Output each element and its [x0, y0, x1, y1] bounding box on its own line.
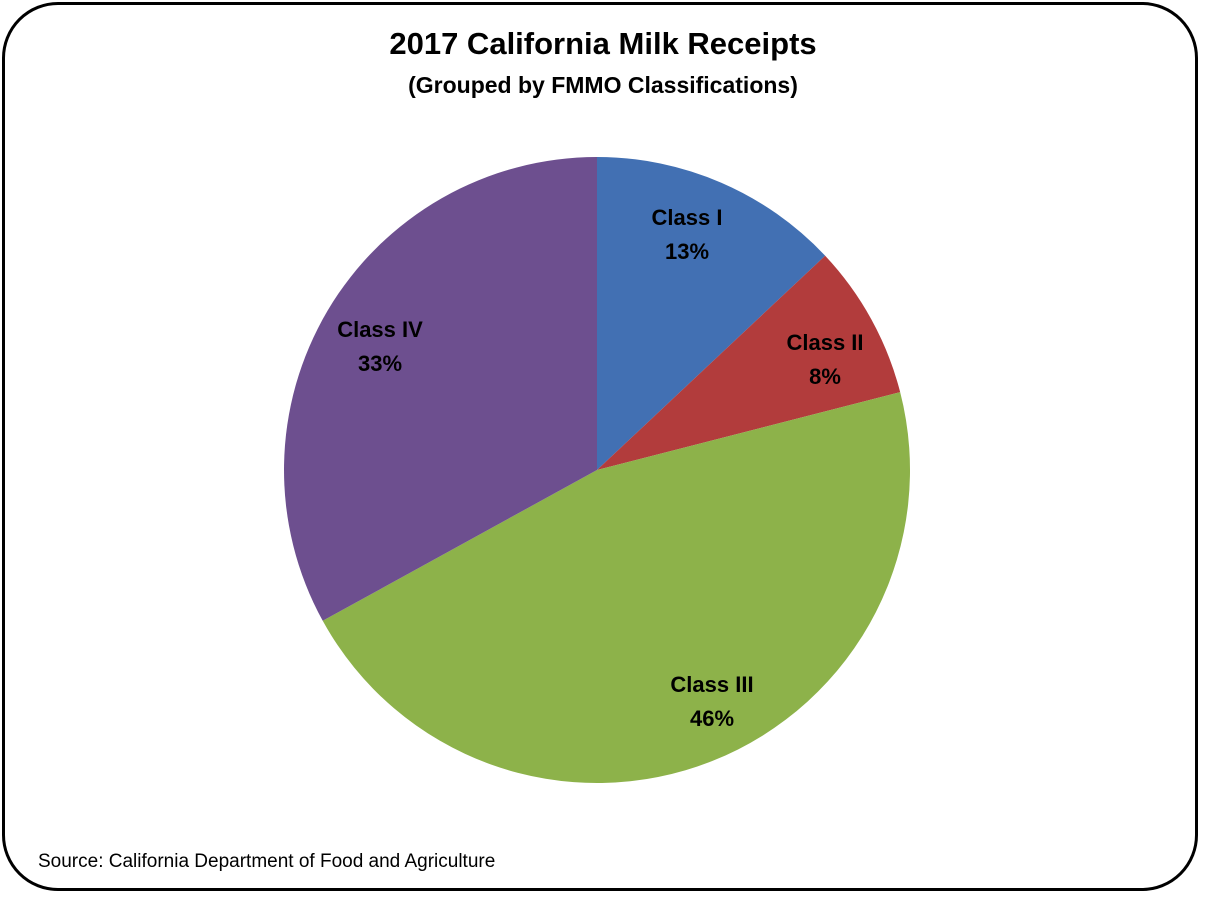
slice-label-class-iv: Class IV	[337, 317, 423, 342]
slice-label-class-iii: Class III	[670, 672, 753, 697]
pie-slice-class-iii	[322, 392, 911, 784]
pie-labels: Class I 13% Class II 8% Class III 46% Class IV…	[337, 205, 863, 731]
chart-subtitle: (Grouped by FMMO Classifications)	[408, 72, 798, 98]
pie-slices	[284, 157, 911, 784]
slice-value-class-iii: 46%	[690, 706, 734, 731]
source-note: Source: California Department of Food an…	[38, 851, 496, 872]
slice-value-class-iv: 33%	[358, 351, 402, 376]
pie-slice-class-iv	[284, 157, 597, 621]
pie-slice-class-i	[597, 157, 826, 470]
slice-label-class-i: Class I	[652, 205, 723, 230]
pie-slice-class-ii	[597, 255, 901, 470]
chart-title: 2017 California Milk Receipts	[389, 26, 817, 61]
slice-label-class-ii: Class II	[786, 330, 863, 355]
slice-value-class-i: 13%	[665, 239, 709, 264]
slice-value-class-ii: 8%	[809, 364, 841, 389]
